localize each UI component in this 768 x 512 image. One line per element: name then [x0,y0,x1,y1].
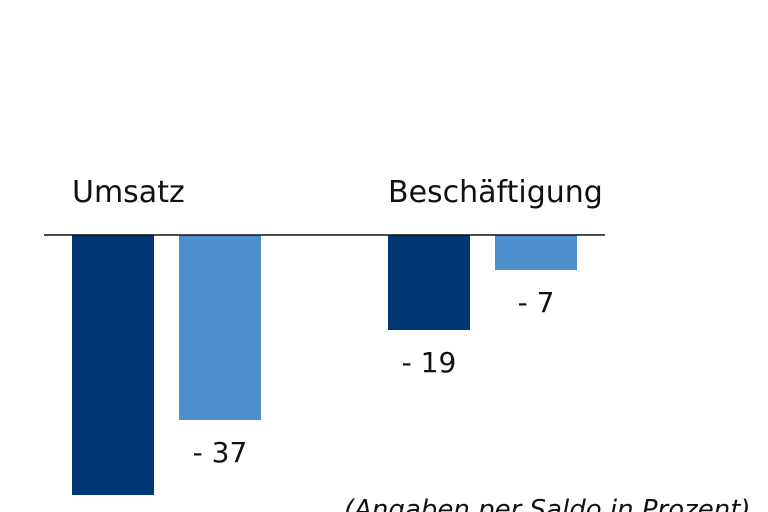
category-label-beschaeftigung: Beschäftigung [388,175,603,210]
value-label-besch-ftigung-series-1: - 19 [402,346,457,379]
bar-umsatz-series-2 [179,235,261,420]
value-label-umsatz-series-2: - 37 [193,436,248,469]
bar-besch-ftigung-series-1 [388,235,470,330]
bar-umsatz-series-1 [72,235,154,495]
category-label-umsatz: Umsatz [72,175,185,210]
bars [72,235,577,495]
value-label-besch-ftigung-series-2: - 7 [518,286,555,319]
category-labels: Umsatz Beschäftigung [72,175,603,210]
value-labels: - 37 - 19 - 7 [193,286,555,469]
bar-besch-ftigung-series-2 [495,235,577,270]
unit-note: (Angaben per Saldo in Prozent) [344,495,751,512]
